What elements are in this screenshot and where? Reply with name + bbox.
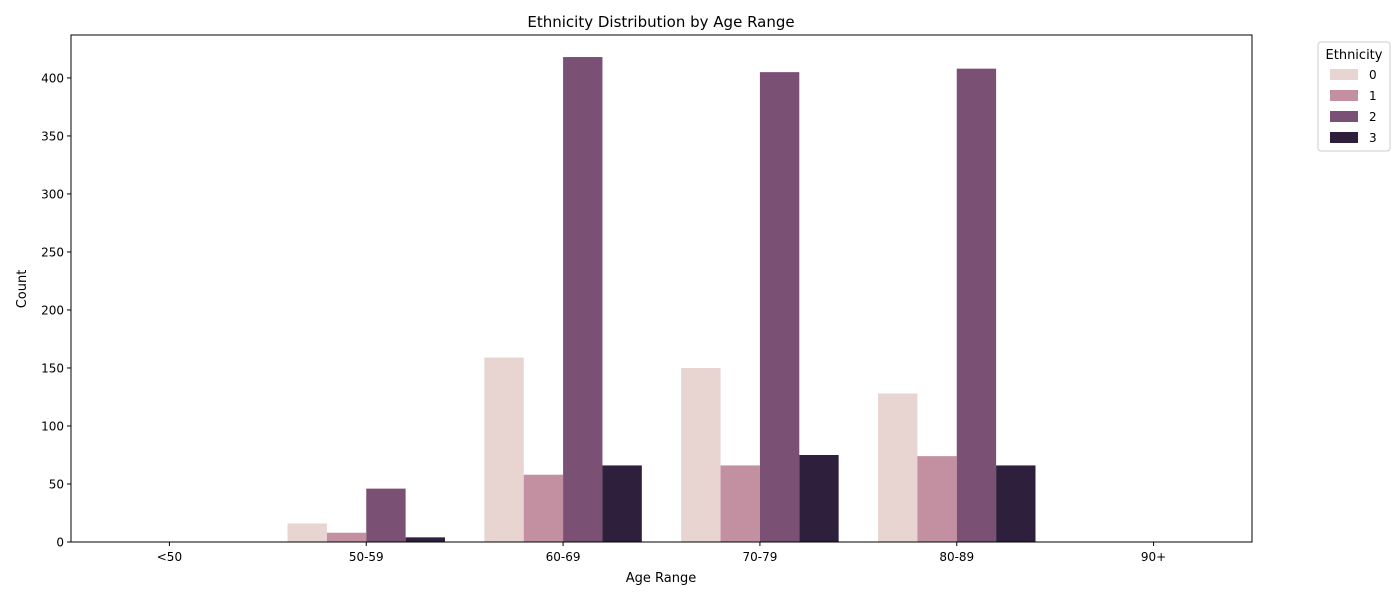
plot-area [70,34,1253,543]
legend-swatch [1330,90,1358,101]
legend-entry-label: 2 [1369,110,1377,124]
x-axis: <50 50-59 60-69 70-79 80-89 90+ [157,542,1166,564]
legend-swatch [1330,69,1358,80]
bar [287,523,327,542]
chart-title: Ethnicity Distribution by Age Range [527,13,794,31]
legend: Ethnicity 0 1 2 3 [1317,41,1391,152]
x-tick-label: 70-79 [742,550,777,564]
y-axis: 0 50 100 150 200 250 300 350 400 [41,71,71,550]
legend-title: Ethnicity [1326,48,1383,63]
x-tick-label: 90+ [1141,550,1166,564]
y-tick-label: 0 [56,536,64,550]
bar [917,456,957,542]
x-tick-label: 50-59 [349,550,384,564]
legend-entry-label: 3 [1369,131,1377,145]
bar [956,68,997,543]
bar [484,357,524,542]
bar [366,488,406,542]
y-tick-label: 250 [41,245,64,259]
bar [326,532,367,542]
y-tick-label: 100 [41,419,64,433]
legend-swatch [1330,111,1358,122]
x-tick-label: 80-89 [939,550,974,564]
legend-entry-label: 1 [1369,89,1377,103]
x-axis-label: Age Range [626,571,696,586]
bar [759,72,800,542]
x-tick-label: 60-69 [546,550,581,564]
y-tick-label: 150 [41,361,64,375]
bar [405,537,445,542]
bar [523,474,564,542]
y-tick-label: 50 [49,477,64,491]
bars-group [287,57,1036,543]
bar [996,465,1036,542]
y-axis-label: Count [15,270,30,309]
bar [878,393,918,542]
bar [602,465,642,542]
bar [563,57,603,542]
bar [720,465,760,542]
x-tick-label: <50 [157,550,182,564]
legend-entry-label: 0 [1369,68,1377,82]
y-tick-label: 300 [41,187,64,201]
legend-swatch [1330,132,1358,143]
legend-items: 0 1 2 3 [1330,68,1377,145]
y-tick-label: 400 [41,71,64,85]
y-tick-label: 200 [41,303,64,317]
y-tick-label: 350 [41,129,64,143]
bar [799,454,839,542]
bar [681,367,721,542]
